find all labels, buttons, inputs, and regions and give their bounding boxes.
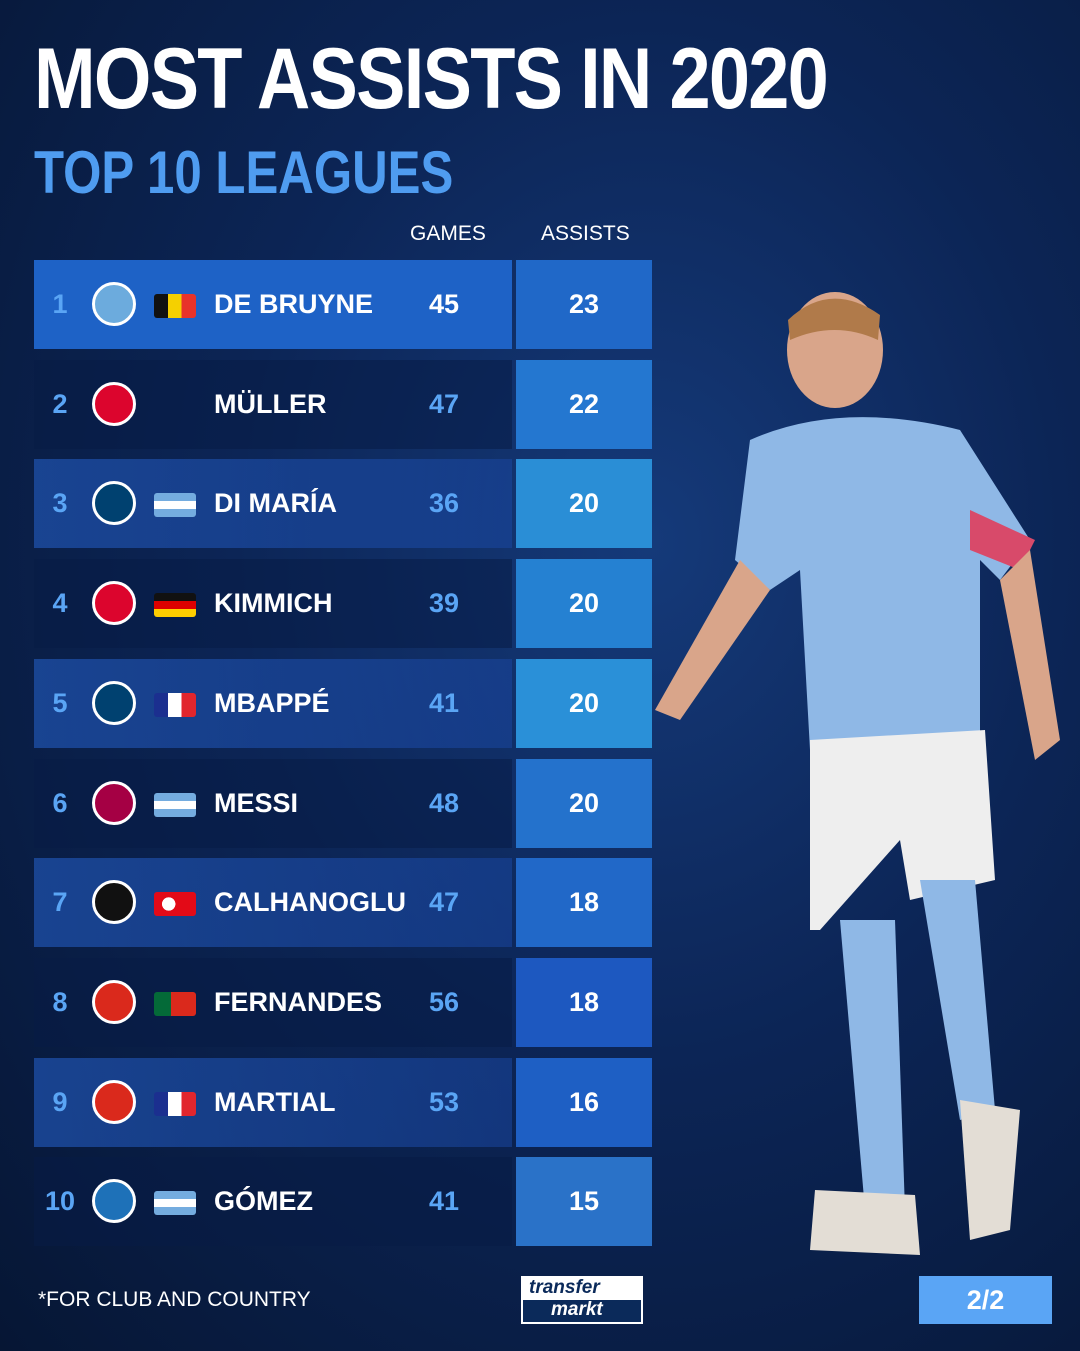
club-crest-icon [92, 282, 136, 326]
rank: 1 [52, 289, 68, 319]
player-name: MARTIAL [214, 1086, 336, 1117]
table-row: 2 MÜLLER 47 [34, 359, 512, 449]
player-name: MESSI [214, 787, 299, 818]
player-name: DE BRUYNE [214, 289, 374, 319]
assists-value: 20 [516, 459, 652, 549]
player-name: CALHANOGLU [214, 887, 406, 918]
table-row: 8 FERNANDES 56 [34, 957, 512, 1047]
assists-value: 20 [516, 658, 652, 748]
player-photo [655, 292, 1060, 1255]
club-crest-icon [92, 979, 136, 1024]
assists-value: 18 [516, 957, 652, 1047]
assists-value: 22 [516, 359, 652, 449]
games-value: 56 [428, 986, 460, 1017]
argentina-flag-icon [154, 792, 196, 817]
france-flag-icon [154, 692, 196, 717]
games-value: 48 [428, 787, 460, 818]
rank: 6 [52, 787, 68, 818]
rank: 7 [52, 887, 68, 918]
table-row: 6 MESSI 48 [34, 758, 512, 848]
assists-value: 18 [516, 858, 652, 948]
france-flag-icon [154, 1091, 196, 1116]
games-value: 45 [428, 289, 460, 319]
assists-value: 20 [516, 758, 652, 848]
club-crest-icon [92, 581, 136, 626]
rank: 2 [52, 388, 68, 419]
player-name: MBAPPÉ [214, 687, 330, 718]
page-subtitle: TOP 10 LEAGUES [34, 139, 454, 206]
club-crest-icon [92, 680, 136, 725]
rank: 5 [52, 687, 68, 718]
games-value: 47 [428, 388, 460, 419]
club-crest-icon [92, 880, 136, 925]
club-crest-icon [92, 381, 136, 426]
games-header: GAMES [410, 222, 486, 245]
table-row: 10 GÓMEZ 41 [34, 1157, 512, 1247]
club-crest-icon [92, 1179, 136, 1224]
games-value: 41 [428, 687, 460, 718]
assists-value: 16 [516, 1057, 652, 1147]
rank: 9 [52, 1086, 68, 1117]
assists-value: 20 [516, 559, 652, 649]
portugal-flag-icon [154, 991, 196, 1016]
page-indicator: 2/2 [919, 1276, 1052, 1324]
page-title: MOST ASSISTS IN 2020 [34, 31, 829, 127]
games-value: 39 [428, 588, 460, 619]
club-crest-icon [92, 481, 136, 526]
games-value: 47 [428, 887, 460, 918]
club-crest-icon [92, 780, 136, 825]
player-name: KIMMICH [214, 588, 333, 619]
footnote: *FOR CLUB AND COUNTRY [38, 1288, 311, 1311]
turkey-flag-icon [154, 892, 196, 917]
rank: 3 [52, 488, 68, 519]
games-value: 53 [428, 1086, 460, 1117]
assists-header: ASSISTS [541, 222, 630, 245]
table-row: 3 DI MARÍA 36 [34, 459, 512, 549]
table-row: 5 MBAPPÉ 41 [34, 658, 512, 748]
assists-value: 15 [516, 1157, 652, 1247]
argentina-flag-icon [154, 1191, 196, 1216]
club-crest-icon [92, 1079, 136, 1124]
table-row: 1 DE BRUYNE 45 [34, 260, 512, 349]
player-name: MÜLLER [214, 388, 327, 419]
table-row: 9 MARTIAL 53 [34, 1057, 512, 1147]
argentina-flag-icon [154, 493, 196, 518]
belgium-flag-icon [154, 294, 196, 318]
table-row: 7 CALHANOGLU 47 [34, 858, 512, 948]
table-row: 4 KIMMICH 39 [34, 559, 512, 649]
player-name: FERNANDES [214, 986, 383, 1017]
germany-flag-icon [154, 593, 196, 618]
assists-value: 23 [516, 260, 652, 349]
games-value: 41 [428, 1186, 460, 1217]
rank: 4 [52, 588, 68, 619]
games-value: 36 [428, 488, 460, 519]
transfermarkt-logo: transfer markt [521, 1276, 643, 1324]
rank: 10 [44, 1186, 76, 1217]
player-name: DI MARÍA [214, 488, 337, 519]
player-name: GÓMEZ [214, 1186, 313, 1217]
rank: 8 [52, 986, 68, 1017]
